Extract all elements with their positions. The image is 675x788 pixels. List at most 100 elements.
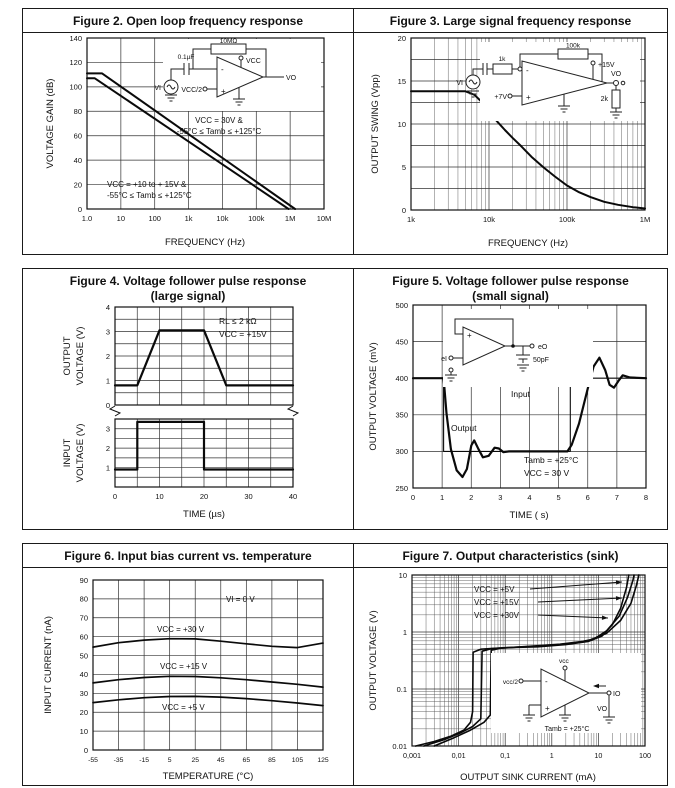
figure-5-cell: Figure 5. Voltage follower pulse respons… [353, 269, 667, 529]
figure-2-chart: 1.0 10 100 1k 10k 100k 1M 10M 0 20 40 60 80 100 120 140… [45, 34, 331, 248]
opamp-symbol [216, 56, 265, 98]
svg-text:60: 60 [80, 632, 88, 641]
svg-text:-15: -15 [139, 757, 149, 764]
load-resistor-label: 2k [601, 96, 609, 103]
capacitor-symbol [482, 63, 488, 75]
ground-symbol [558, 94, 570, 113]
figure-6-title: Figure 6. Input bias current vs. tempera… [23, 544, 353, 568]
svg-text:100: 100 [69, 83, 82, 92]
svg-text:50: 50 [80, 651, 88, 660]
svg-text:VCC = 30 V: VCC = 30 V [524, 468, 569, 478]
svg-text:Input: Input [511, 389, 531, 399]
svg-text:40: 40 [80, 670, 88, 679]
svg-text:1k: 1k [407, 215, 415, 224]
figure-3-title: Figure 3. Large signal frequency respons… [354, 9, 667, 33]
svg-text:VCC = +15 V: VCC = +15 V [160, 662, 208, 671]
svg-text:1k: 1k [185, 214, 193, 223]
resistor-symbol [210, 43, 247, 55]
node [517, 66, 523, 72]
svg-text:VCC = +15V: VCC = +15V [219, 329, 267, 339]
figure-2-title-text: Figure 2. Open loop frequency response [72, 14, 304, 28]
svg-text:0.1: 0.1 [397, 685, 407, 694]
figure-5-title-line1: Figure 5. Voltage follower pulse respons… [392, 274, 629, 288]
svg-text:VCC = +10 to + 15V &: VCC = +10 to + 15V & [107, 180, 187, 189]
svg-text:0: 0 [84, 746, 88, 755]
sine-glyph [166, 84, 176, 90]
svg-text:-55: -55 [88, 757, 98, 764]
terminal [448, 367, 454, 373]
svg-text:5: 5 [557, 493, 561, 502]
svg-text:105: 105 [292, 757, 304, 764]
svg-text:65: 65 [243, 757, 251, 764]
node [511, 344, 515, 348]
svg-text:250: 250 [395, 484, 408, 493]
capacitor-label: 0.1µF [178, 54, 195, 61]
svg-text:500: 500 [395, 303, 408, 310]
svg-text:3: 3 [106, 425, 110, 434]
svg-text:8: 8 [644, 493, 648, 502]
svg-text:100: 100 [148, 214, 161, 223]
svg-text:6: 6 [586, 493, 590, 502]
svg-text:1: 1 [403, 628, 407, 637]
terminal [562, 665, 568, 671]
bias-label: +7V [494, 94, 507, 101]
svg-text:10: 10 [398, 120, 406, 129]
svg-text:70: 70 [80, 614, 88, 623]
svg-text:-55°C ≤ Tamb ≤ +125°C: -55°C ≤ Tamb ≤ +125°C [107, 191, 192, 200]
svg-text:1: 1 [106, 376, 110, 385]
output-label: eO [538, 344, 548, 351]
input-wire [472, 68, 493, 75]
figure-6-title-text: Figure 6. Input bias current vs. tempera… [64, 549, 312, 563]
svg-text:0: 0 [411, 493, 415, 502]
svg-text:OUTPUT VOLTAGE (V): OUTPUT VOLTAGE (V) [368, 610, 379, 710]
terminal [606, 690, 612, 696]
terminal [448, 355, 454, 361]
inverting-input-label: - [545, 677, 548, 686]
svg-text:1.0: 1.0 [82, 214, 92, 223]
opamp-circuit-inset: 10MΩ 0.1µF VI - + VCC VO [154, 38, 321, 111]
opamp-circuit-inset: VI 1k 100k - + +15V [456, 42, 640, 121]
svg-text:3: 3 [498, 493, 502, 502]
inverting-input-label: - [221, 65, 224, 74]
figure-4-title: Figure 4. Voltage follower pulse respons… [23, 269, 353, 303]
svg-text:1M: 1M [285, 214, 295, 223]
svg-text:0.01: 0.01 [392, 742, 407, 751]
svg-text:90: 90 [80, 576, 88, 585]
feedback-resistor-label: 10MΩ [220, 38, 238, 45]
svg-text:TIME ( s): TIME ( s) [509, 510, 548, 521]
feedback-resistor-label: 100k [566, 43, 581, 50]
svg-text:INPUT CURRENT (nA): INPUT CURRENT (nA) [43, 616, 54, 714]
vout-label: VO [611, 71, 622, 78]
svg-text:0,01: 0,01 [452, 751, 466, 760]
svg-text:300: 300 [395, 447, 408, 456]
svg-text:120: 120 [69, 58, 82, 67]
svg-text:FREQUENCY (Hz): FREQUENCY (Hz) [165, 237, 245, 248]
figure-row-1: Figure 2. Open loop frequency response 1… [22, 8, 668, 255]
svg-text:85: 85 [268, 757, 276, 764]
svg-text:1: 1 [106, 463, 110, 472]
figure-row-2: Figure 4. Voltage follower pulse respons… [22, 268, 668, 530]
noninverting-input-label: + [467, 331, 472, 340]
svg-text:400: 400 [395, 374, 408, 383]
figure-5-title-line2: (small signal) [472, 289, 549, 303]
vout-label: VO [597, 706, 608, 713]
figure-4-title-line2: (large signal) [150, 289, 226, 303]
resistor-symbol [492, 63, 513, 75]
ground-symbol [445, 372, 457, 382]
current-arrow-head [593, 683, 599, 689]
temperature-note: Tamb = +25°C [545, 725, 590, 733]
noninverting-input-label: + [526, 93, 531, 102]
svg-text:10: 10 [80, 727, 88, 736]
input-wire [170, 68, 217, 80]
axis-break-marks [108, 405, 300, 417]
figure-3-title-text: Figure 3. Large signal frequency respons… [389, 14, 632, 28]
noninverting-input-label: + [545, 704, 550, 713]
svg-text:10: 10 [399, 571, 407, 580]
svg-text:0,1: 0,1 [500, 751, 510, 760]
svg-text:45: 45 [217, 757, 225, 764]
svg-text:-35: -35 [114, 757, 124, 764]
svg-text:1: 1 [550, 751, 554, 760]
feedback-wire [519, 53, 603, 83]
svg-text:350: 350 [395, 411, 408, 420]
